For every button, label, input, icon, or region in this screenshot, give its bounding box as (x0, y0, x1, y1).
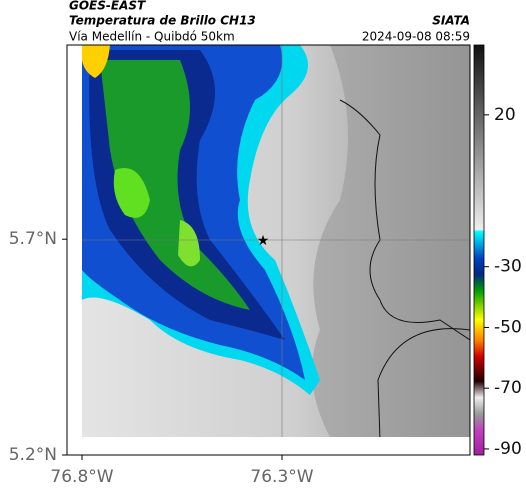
colorbar-tick-label: -90 (494, 439, 522, 459)
colorbar (473, 44, 485, 456)
source: SIATA (432, 14, 470, 28)
map-frame (66, 44, 471, 456)
colorbar-tick-label: -50 (494, 317, 522, 337)
colorbar-tick-label: -70 (494, 378, 522, 398)
timestamp: 2024-09-08 08:59 (362, 30, 470, 44)
colorbar-tick-label: 20 (494, 105, 516, 125)
svg-text:★: ★ (257, 233, 270, 249)
lon-tick-label: 76.3°W (250, 467, 313, 487)
colorbar-tick-label: -30 (494, 257, 522, 277)
satellite: GOES-EAST (69, 0, 146, 13)
ticks: 5.7°N 5.2°N76.8°W 76.3°W 20 -30 -50 -70 -90 (9, 105, 522, 487)
lat-tick-label: 5.2°N (9, 445, 57, 465)
lon-tick-label: 76.8°W (50, 467, 113, 487)
lat-tick-label: 5.7°N (9, 229, 57, 249)
region: Vía Medellín - Quibdó 50km (69, 30, 235, 44)
product: Temperatura de Brillo CH13 (69, 14, 256, 28)
satellite-image: ★ (82, 45, 470, 437)
